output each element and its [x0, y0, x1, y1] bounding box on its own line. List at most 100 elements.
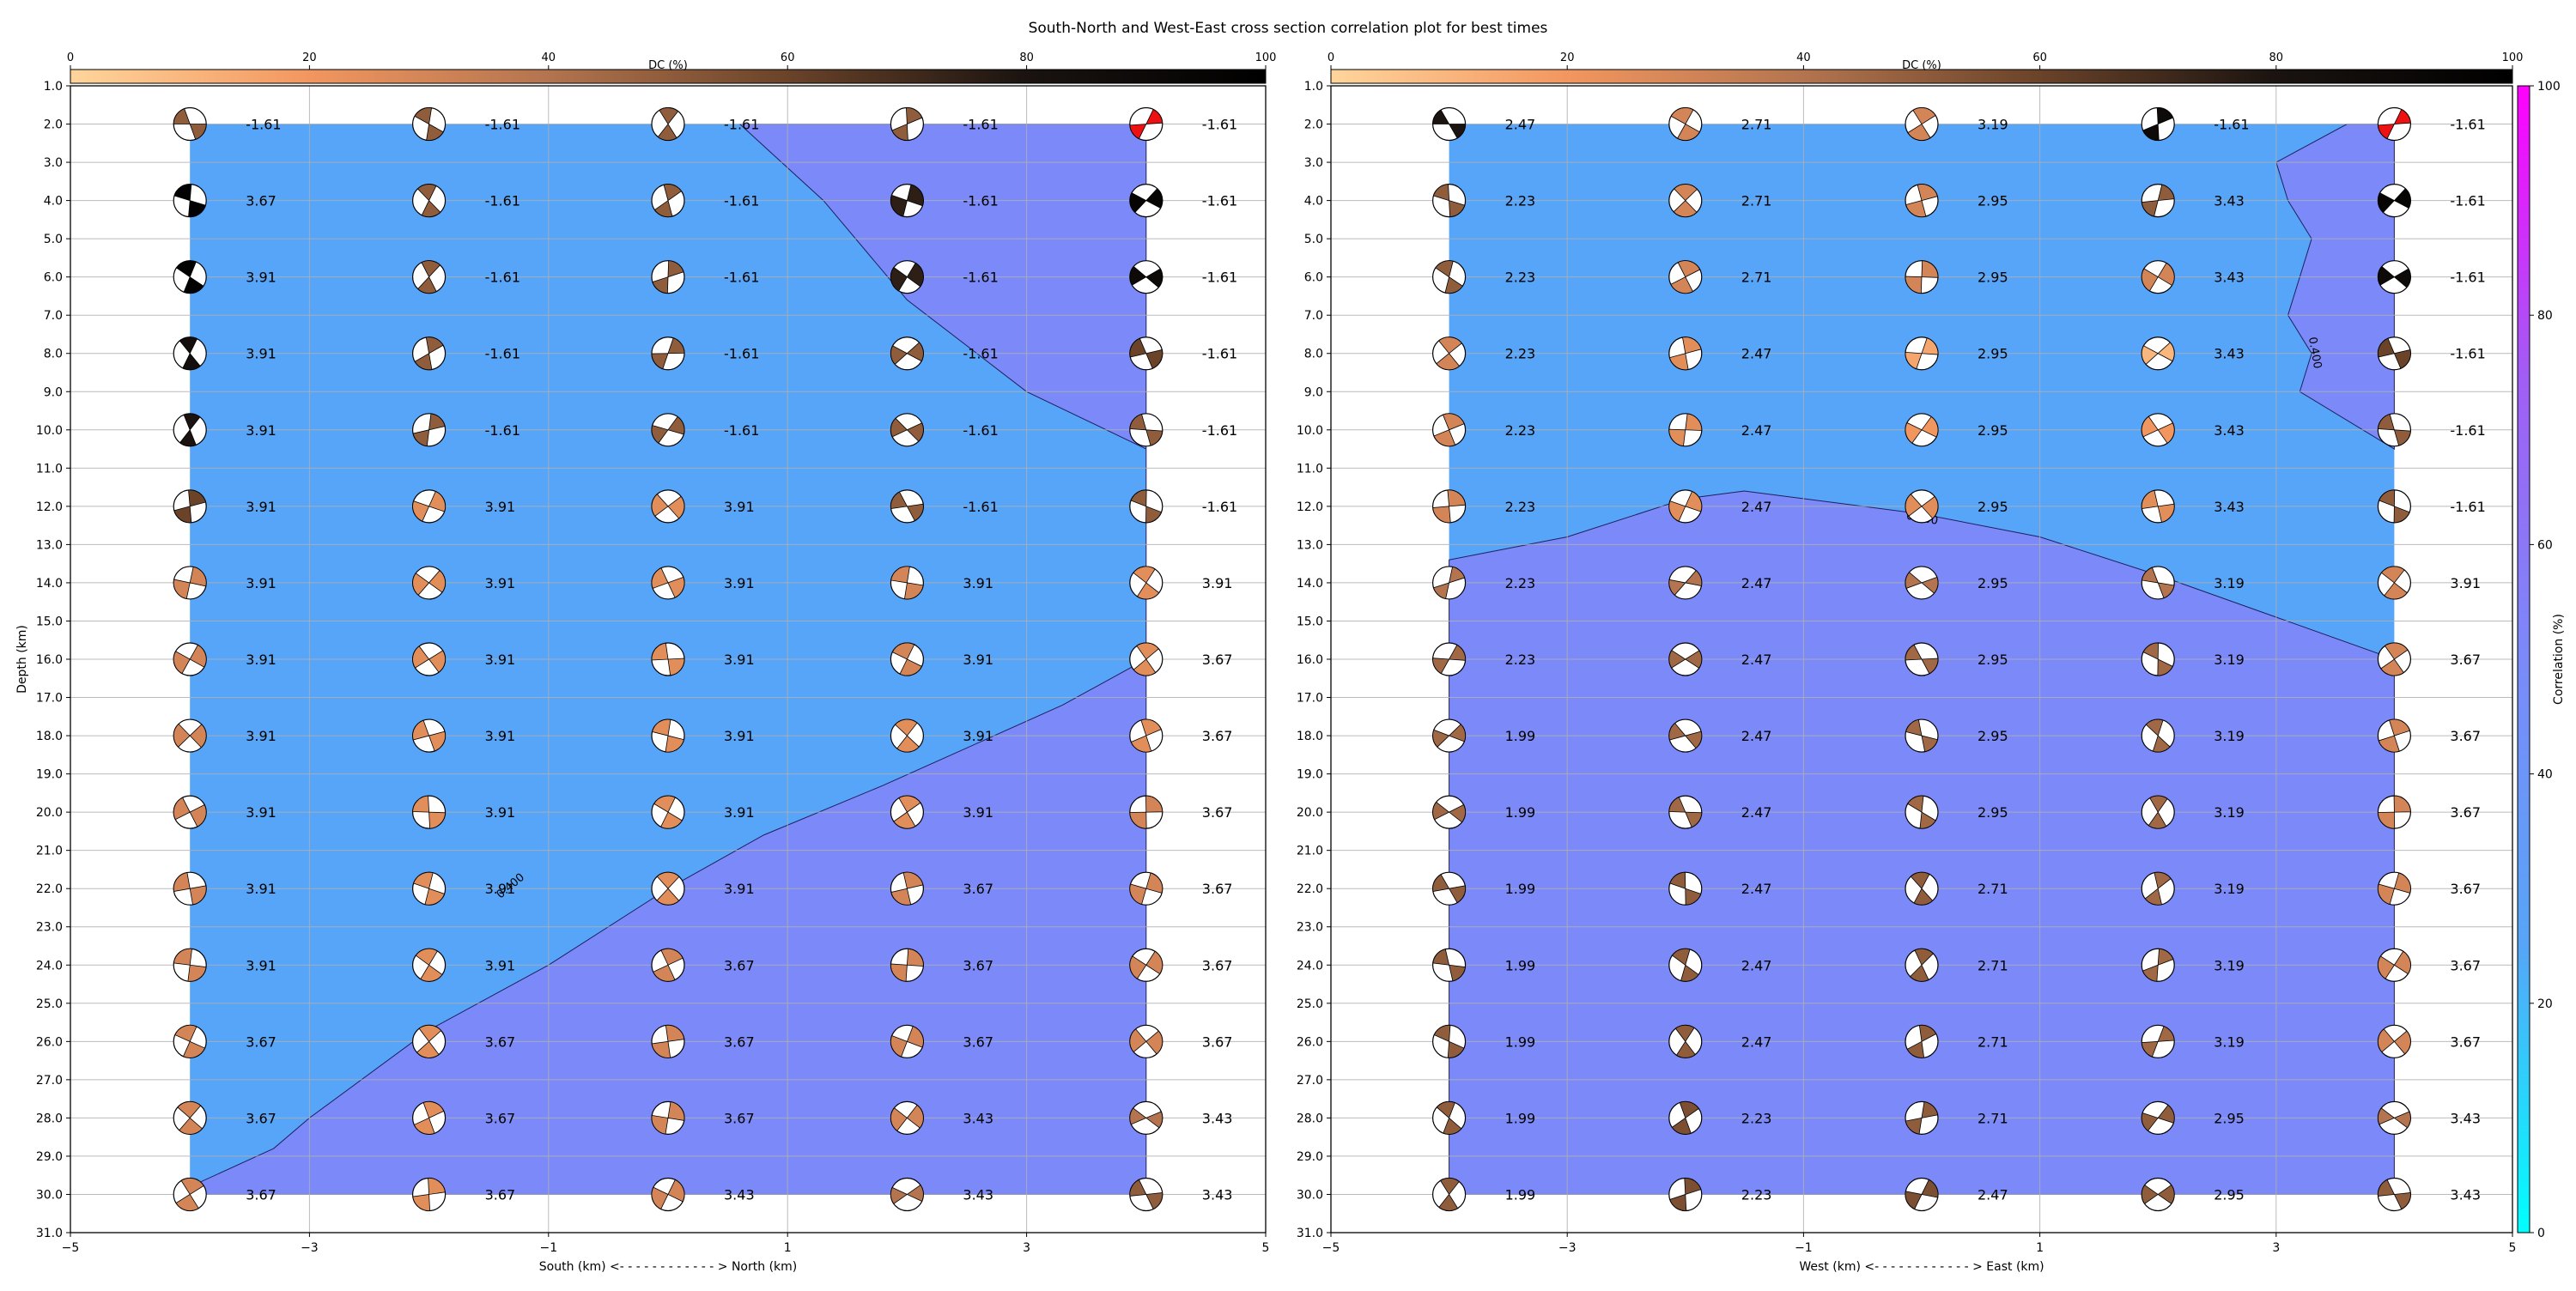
beachball-quadrant [1145, 795, 1163, 813]
beachball-quadrant [2378, 1028, 2395, 1053]
beachball-quadrant [1140, 718, 1162, 736]
beachball-quadrant [1905, 421, 1923, 444]
beachball-quadrant [428, 570, 446, 593]
beachball-quadrant [891, 123, 908, 141]
beachball [651, 1100, 685, 1136]
beachball-quadrant [2380, 658, 2404, 676]
beachball [890, 795, 925, 829]
y-tick-label: 30.0 [36, 1188, 63, 1202]
beachball-quadrant [1668, 500, 1686, 522]
time-label: 3.67 [485, 1186, 516, 1203]
time-label: -1.61 [963, 499, 998, 515]
dc-colorbar-tick-label: 20 [1560, 52, 1575, 64]
beachball-quadrant [1145, 108, 1163, 124]
beachball-quadrant [1669, 1193, 1687, 1211]
beachball-quadrant [890, 1035, 908, 1058]
x-axis-label: South (km) <- - - - - - - - - - - - > No… [539, 1260, 797, 1274]
beachball-quadrant [903, 582, 924, 600]
time-label: 3.67 [963, 957, 993, 973]
beachball-quadrant [189, 124, 207, 140]
beachball-quadrant [189, 566, 207, 587]
beachball [2141, 184, 2175, 218]
beachball-quadrant [2157, 184, 2175, 202]
beachball [1129, 642, 1163, 676]
beachball-quadrant [1129, 955, 1147, 979]
beachball [1668, 566, 1703, 600]
beachball-quadrant [890, 194, 908, 217]
beachball-quadrant [416, 184, 437, 202]
beachball-quadrant [2141, 1185, 2159, 1204]
y-tick-label: 6.0 [44, 271, 63, 285]
beachball-quadrant [651, 567, 669, 589]
y-tick-label: 5.0 [1304, 233, 1323, 246]
x-tick-label: 1 [2036, 1241, 2044, 1255]
beachball [890, 566, 925, 600]
time-label: 3.67 [724, 957, 755, 973]
beachball-quadrant [2393, 506, 2410, 524]
y-tick-label: 15.0 [1297, 615, 1323, 628]
beachball-quadrant [652, 718, 671, 736]
beachball-quadrant [1668, 428, 1686, 447]
beachball-quadrant [1685, 811, 1703, 828]
beachball [1905, 871, 1939, 906]
beachball [1668, 413, 1703, 447]
beachball-quadrant [1448, 803, 1466, 823]
beachball [1668, 260, 1703, 294]
beachball [1129, 1177, 1163, 1212]
beachball [412, 1024, 447, 1058]
beachball-quadrant [1910, 871, 1930, 889]
beachball-quadrant [188, 200, 206, 217]
beachball [173, 795, 207, 829]
beachball-quadrant [1129, 811, 1147, 829]
beachball [173, 106, 207, 142]
beachball [1431, 184, 1467, 218]
beachball-quadrant [1921, 1179, 1939, 1198]
time-label: 2.71 [1978, 1033, 2008, 1050]
y-tick-label: 16.0 [1297, 653, 1323, 667]
beachball [2377, 184, 2411, 218]
beachball-quadrant [1674, 184, 1698, 202]
y-tick-label: 22.0 [36, 882, 63, 896]
time-label: -1.61 [963, 346, 998, 362]
beachball-quadrant [2157, 582, 2175, 599]
time-label: 1.99 [1505, 1110, 1536, 1126]
time-label: 2.23 [1741, 1186, 1772, 1203]
y-tick-label: 20.0 [1297, 806, 1323, 820]
beachball-quadrant [1129, 1179, 1147, 1197]
x-tick-label: −5 [62, 1241, 80, 1255]
beachball-quadrant [1449, 566, 1466, 584]
time-label: 2.47 [1741, 1033, 1772, 1050]
beachball-quadrant [906, 1026, 924, 1048]
beachball-quadrant [415, 948, 438, 966]
beachball-quadrant [1668, 650, 1686, 669]
time-label: 2.47 [1741, 575, 1772, 591]
beachball-quadrant [1136, 582, 1160, 600]
beachball-quadrant [1684, 1178, 1702, 1196]
beachball [412, 184, 447, 218]
y-tick-label: 18.0 [1297, 730, 1323, 743]
beachball [2377, 260, 2411, 294]
dc-colorbar-tick-label: 40 [1796, 52, 1811, 64]
time-label: 1.99 [1505, 804, 1536, 821]
time-label: 3.19 [1978, 117, 2008, 133]
beachball [2141, 566, 2175, 600]
beachball [890, 413, 925, 447]
x-tick-label: 3 [2272, 1241, 2280, 1255]
time-label: 2.47 [1978, 1186, 2008, 1203]
beachball-quadrant [1921, 1101, 1939, 1118]
time-label: 2.95 [1978, 804, 2008, 821]
y-tick-label: 17.0 [36, 692, 63, 706]
beachball [651, 642, 685, 676]
beachball-quadrant [2142, 123, 2160, 141]
beachball-quadrant [1685, 730, 1703, 749]
beachball [1129, 566, 1163, 600]
beachball-quadrant [1129, 192, 1147, 214]
beachball-quadrant [2378, 265, 2396, 286]
beachball-quadrant [1921, 260, 1939, 278]
beachball [651, 336, 685, 371]
beachball-quadrant [894, 718, 918, 736]
beachball [173, 718, 207, 753]
time-label: -1.61 [1202, 193, 1237, 209]
beachball [651, 718, 685, 753]
